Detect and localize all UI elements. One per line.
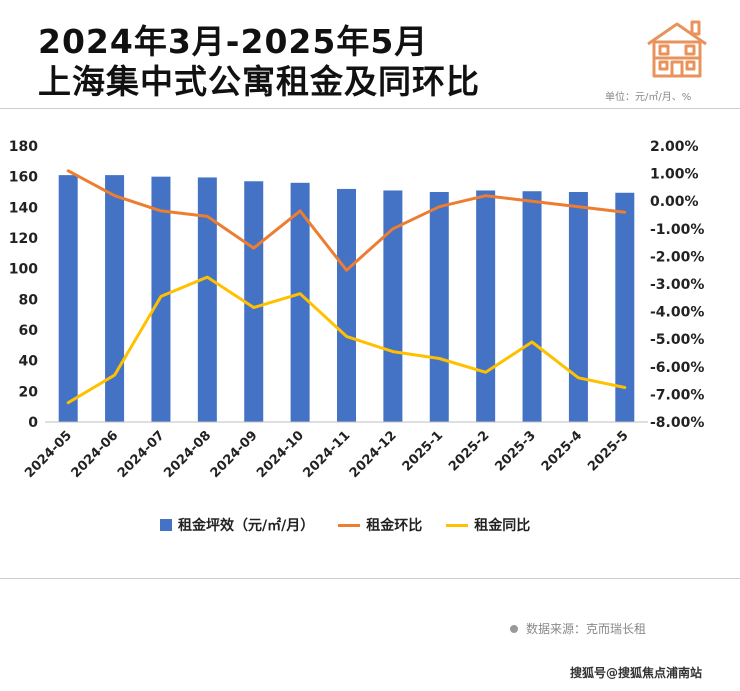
left-axis-tick-label: 100 bbox=[9, 262, 38, 278]
right-axis-tick-label: 0.00% bbox=[650, 194, 699, 210]
left-axis-tick-label: 180 bbox=[9, 139, 38, 155]
x-axis-tick-label: 2025-1 bbox=[400, 428, 446, 474]
left-axis-tick-label: 0 bbox=[28, 415, 38, 431]
legend-label-mom: 租金环比 bbox=[366, 518, 423, 534]
legend-label-rent: 租金坪效（元/㎡/月） bbox=[178, 518, 315, 534]
bar-rent bbox=[197, 177, 217, 422]
legend-swatch-mom bbox=[338, 523, 361, 527]
x-axis-tick-label: 2024-06 bbox=[69, 428, 122, 481]
x-axis-tick-label: 2024-07 bbox=[115, 428, 168, 481]
x-axis-tick-label: 2024-09 bbox=[208, 428, 261, 481]
right-axis-tick-label: -3.00% bbox=[650, 277, 704, 293]
legend-swatch-rent bbox=[160, 519, 172, 531]
bar-rent bbox=[337, 188, 356, 422]
x-axis-tick-label: 2025-3 bbox=[492, 428, 538, 474]
legend-item-yoy: 租金同比 bbox=[446, 515, 530, 535]
right-axis-tick-label: -6.00% bbox=[650, 360, 704, 376]
right-axis-tick-label: -2.00% bbox=[650, 249, 704, 265]
line-yoy bbox=[66, 275, 627, 405]
bar-rent bbox=[568, 192, 588, 422]
right-axis-tick-label: -5.00% bbox=[650, 332, 704, 348]
x-axis-tick-label: 2024-10 bbox=[254, 428, 307, 481]
data-source: 数据来源：克而瑞长租 bbox=[510, 620, 646, 637]
x-axis-tick-label: 2024-08 bbox=[161, 428, 214, 481]
bar-rent bbox=[522, 191, 542, 422]
bullet-dot bbox=[510, 624, 518, 633]
data-source-text: 数据来源：克而瑞长租 bbox=[526, 622, 647, 636]
bar-rent bbox=[244, 181, 264, 422]
line-mom bbox=[66, 169, 627, 272]
credit-text: 搜狐号@搜狐焦点浦南站 bbox=[570, 666, 703, 680]
left-axis-tick-label: 160 bbox=[9, 170, 38, 186]
bar-rent bbox=[58, 175, 78, 422]
legend-swatch-yoy bbox=[446, 523, 469, 527]
x-axis-tick-label: 2025-2 bbox=[446, 428, 492, 474]
bar-rent bbox=[383, 190, 403, 422]
right-axis-tick-label: 2.00% bbox=[650, 139, 699, 155]
right-axis-tick-label: -7.00% bbox=[650, 387, 704, 403]
left-axis-tick-label: 60 bbox=[19, 323, 39, 339]
header-divider bbox=[0, 108, 740, 109]
chart-area: 0 20 40 60 80 100 120 140 160 180 -8.00% -7.00% -6.0… bbox=[0, 120, 740, 560]
right-axis-tick-label: -4.00% bbox=[650, 305, 704, 321]
x-axis-tick-label: 2025-5 bbox=[585, 428, 631, 474]
left-axis-tick-label: 20 bbox=[19, 384, 39, 400]
x-axis-tick-label: 2024-11 bbox=[301, 428, 354, 481]
legend-item-mom: 租金环比 bbox=[338, 515, 422, 535]
right-axis-tick-label: -1.00% bbox=[650, 222, 704, 238]
bar-rent bbox=[290, 182, 310, 422]
x-axis-tick-label: 2025-4 bbox=[539, 428, 585, 474]
footer-divider bbox=[0, 578, 740, 579]
left-axis-tick-label: 140 bbox=[9, 200, 38, 216]
bar-rent bbox=[476, 190, 496, 422]
house-icon bbox=[647, 20, 707, 78]
legend-label-yoy: 租金同比 bbox=[474, 518, 531, 534]
right-axis-tick-label: -8.00% bbox=[650, 415, 704, 431]
page-title-line2: 上海集中式公寓租金及同环比 bbox=[38, 62, 480, 101]
legend-item-rent: 租金坪效（元/㎡/月） bbox=[160, 515, 314, 535]
x-axis-tick-label: 2024-05 bbox=[22, 428, 75, 481]
x-axis-tick-label: 2024-12 bbox=[347, 428, 400, 481]
chart-legend: 租金坪效（元/㎡/月） 租金环比 租金同比 bbox=[160, 515, 554, 535]
left-axis-tick-label: 40 bbox=[19, 354, 39, 370]
left-axis-tick-label: 120 bbox=[9, 231, 38, 247]
bar-rent bbox=[105, 175, 125, 422]
right-axis-tick-label: 1.00% bbox=[650, 167, 699, 183]
combo-chart: 0 20 40 60 80 100 120 140 160 180 -8.00% -7.00% -6.0… bbox=[9, 139, 705, 481]
bar-rent bbox=[615, 192, 635, 422]
left-axis-tick-label: 80 bbox=[19, 292, 39, 308]
unit-label: 单位：元/㎡/月、% bbox=[605, 92, 692, 103]
page-title-line1: 2024年3月-2025年5月 bbox=[38, 22, 429, 61]
bar-rent bbox=[429, 192, 449, 422]
